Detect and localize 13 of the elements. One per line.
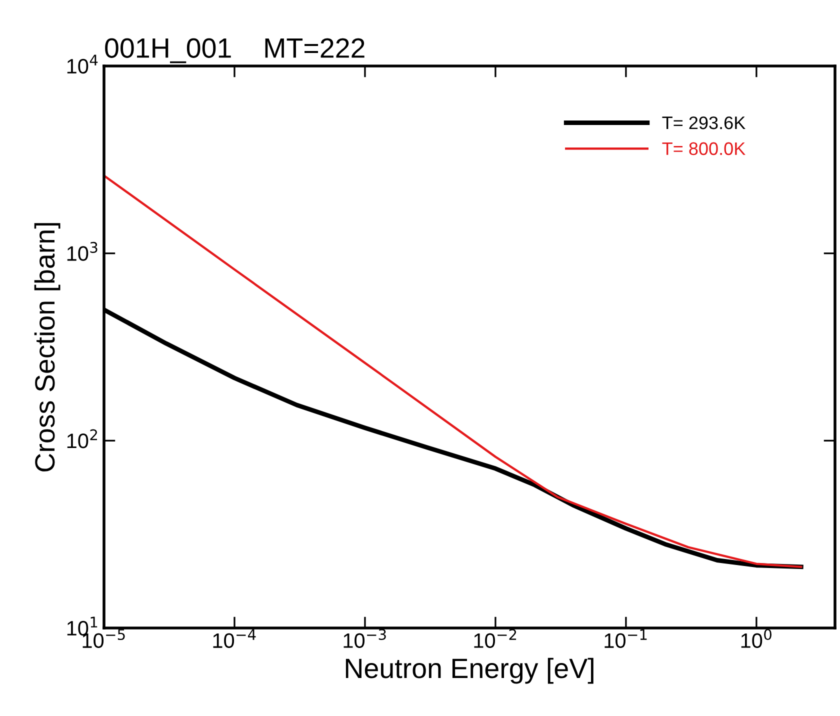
x-tick-label: 10$^{−4}$ [213, 629, 256, 648]
x-tick-label: 10$^{0}$ [741, 629, 772, 648]
legend-label: T= 293.6K [662, 116, 746, 130]
y-axis-title: Cross Section [barn] [34, 223, 60, 472]
x-tick-label: 10$^{−2}$ [474, 629, 516, 648]
y-tick-label: 10$^{3}$ [67, 242, 98, 261]
y-tick-label: 10$^{4}$ [67, 54, 98, 74]
y-tick-label: 10$^{2}$ [67, 429, 97, 448]
chart-title: 001H_001 MT=222 [105, 38, 364, 64]
x-tick-label: 10$^{−1}$ [604, 629, 647, 648]
x-tick-label: 10$^{−3}$ [344, 629, 386, 648]
legend-label: T= 800.0K [662, 142, 746, 156]
x-axis-title: Neutron Energy [eV] [346, 658, 594, 684]
